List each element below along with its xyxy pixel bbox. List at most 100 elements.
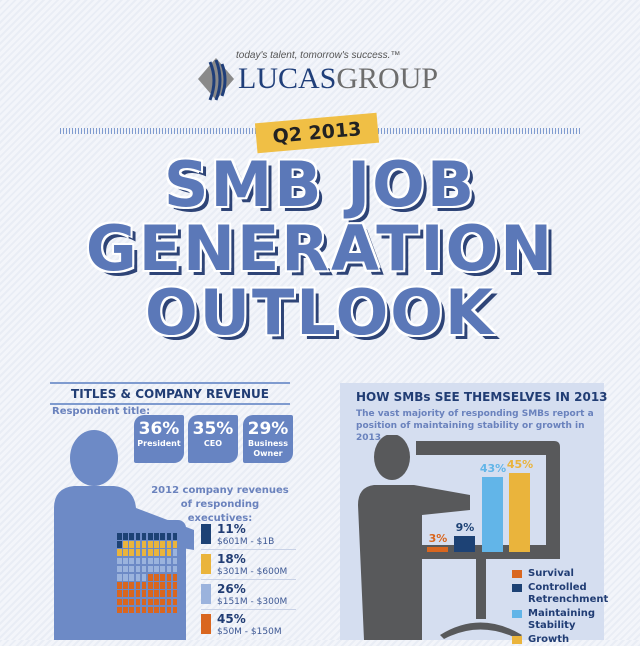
waffle-cell bbox=[123, 557, 128, 565]
waffle-cell bbox=[160, 598, 165, 606]
waffle-cell bbox=[117, 533, 122, 540]
waffle-cell bbox=[148, 549, 153, 556]
waffle-cell bbox=[154, 574, 159, 581]
waffle-cell bbox=[160, 557, 165, 565]
waffle-cell bbox=[141, 541, 147, 548]
title-box-business-owner: 29% Business Owner bbox=[243, 415, 293, 463]
bar-maintaining-stability bbox=[482, 476, 503, 552]
waffle-cell bbox=[148, 582, 153, 589]
waffle-cell bbox=[117, 574, 122, 581]
waffle-cell bbox=[141, 533, 147, 540]
waffle-cell bbox=[154, 557, 159, 565]
waffle-cell bbox=[123, 606, 128, 614]
waffle-cell bbox=[166, 598, 172, 606]
waffle-cell bbox=[160, 565, 165, 573]
title-box-ceo: 35% CEO bbox=[188, 415, 238, 463]
revenue-title: 2012 company revenues of responding exec… bbox=[151, 485, 289, 524]
waffle-cell bbox=[123, 541, 128, 548]
waffle-cell bbox=[135, 533, 141, 540]
waffle-cell bbox=[129, 582, 134, 589]
waffle-cell bbox=[135, 549, 141, 556]
title-line-2: GENERATION bbox=[85, 212, 555, 285]
waffle-cell bbox=[148, 574, 153, 581]
waffle-cell bbox=[129, 574, 134, 581]
waffle-cell bbox=[135, 598, 141, 606]
waffle-cell bbox=[129, 533, 134, 540]
waffle-cell bbox=[123, 549, 128, 556]
waffle-cell bbox=[129, 598, 134, 606]
bar-label: 45% bbox=[506, 458, 534, 472]
waffle-cell bbox=[160, 590, 165, 597]
waffle-cell bbox=[135, 582, 141, 589]
waffle-cell bbox=[141, 598, 147, 606]
waffle-cell bbox=[154, 590, 159, 597]
waffle-cell bbox=[135, 574, 141, 581]
waffle-cell bbox=[129, 565, 134, 573]
waffle-cell bbox=[160, 574, 165, 581]
waffle-cell bbox=[160, 541, 165, 548]
waffle-cell bbox=[141, 574, 147, 581]
waffle-cell bbox=[117, 565, 122, 573]
bar-label: 9% bbox=[455, 521, 475, 535]
revenue-legend-item: 11% $601M - $1B bbox=[201, 522, 296, 550]
respondent-label: Respondent title: bbox=[52, 406, 151, 417]
bar-label: 3% bbox=[428, 531, 448, 545]
revenue-legend-item: 18% $301M - $600M bbox=[201, 552, 296, 580]
waffle-cell bbox=[172, 598, 178, 606]
waffle-cell bbox=[129, 541, 134, 548]
waffle-cell bbox=[154, 549, 159, 556]
waffle-cell bbox=[172, 541, 178, 548]
waffle-cell bbox=[148, 557, 153, 565]
waffle-cell bbox=[135, 565, 141, 573]
waffle-cell bbox=[148, 565, 153, 573]
waffle-cell bbox=[172, 557, 178, 565]
waffle-cell bbox=[166, 565, 172, 573]
waffle-cell bbox=[129, 557, 134, 565]
waffle-cell bbox=[172, 582, 178, 589]
waffle-cell bbox=[166, 590, 172, 597]
waffle-cell bbox=[141, 582, 147, 589]
waffle-cell bbox=[154, 533, 159, 540]
waffle-cell bbox=[141, 557, 147, 565]
waffle-cell bbox=[123, 533, 128, 540]
divider bbox=[50, 403, 290, 405]
waffle-cell bbox=[166, 606, 172, 614]
bar-growth bbox=[509, 473, 530, 552]
waffle-cell bbox=[148, 533, 153, 540]
waffle-cell bbox=[129, 606, 134, 614]
bar-survival bbox=[427, 546, 448, 552]
bar-label: 43% bbox=[479, 461, 507, 475]
waffle-cell bbox=[160, 606, 165, 614]
waffle-cell bbox=[148, 606, 153, 614]
waffle-cell bbox=[160, 582, 165, 589]
waffle-cell bbox=[117, 606, 122, 614]
waffle-cell bbox=[154, 606, 159, 614]
waffle-cell bbox=[154, 598, 159, 606]
waffle-cell bbox=[117, 598, 122, 606]
waffle-cell bbox=[135, 557, 141, 565]
revenue-waffle-grid bbox=[117, 533, 179, 615]
title-line-3: OUTLOOK bbox=[144, 276, 496, 349]
section-title: TITLES & COMPANY REVENUE bbox=[71, 387, 269, 401]
waffle-cell bbox=[123, 582, 128, 589]
waffle-cell bbox=[135, 541, 141, 548]
waffle-cell bbox=[166, 574, 172, 581]
waffle-cell bbox=[154, 541, 159, 548]
section-subtitle: The vast majority of responding SMBs rep… bbox=[356, 409, 594, 443]
waffle-cell bbox=[154, 582, 159, 589]
waffle-cell bbox=[117, 549, 122, 556]
bar-controlled-retrenchment bbox=[454, 536, 475, 552]
waffle-cell bbox=[129, 549, 134, 556]
waffle-cell bbox=[117, 541, 122, 548]
waffle-cell bbox=[135, 606, 141, 614]
waffle-cell bbox=[117, 582, 122, 589]
waffle-cell bbox=[172, 533, 178, 540]
waffle-cell bbox=[172, 606, 178, 614]
revenue-legend-item: 26% $151M - $300M bbox=[201, 582, 296, 610]
waffle-cell bbox=[172, 565, 178, 573]
waffle-cell bbox=[160, 533, 165, 540]
waffle-cell bbox=[129, 590, 134, 597]
waffle-cell bbox=[148, 598, 153, 606]
revenue-legend-item: 45% $50M - $150M bbox=[201, 612, 296, 640]
waffle-cell bbox=[166, 549, 172, 556]
